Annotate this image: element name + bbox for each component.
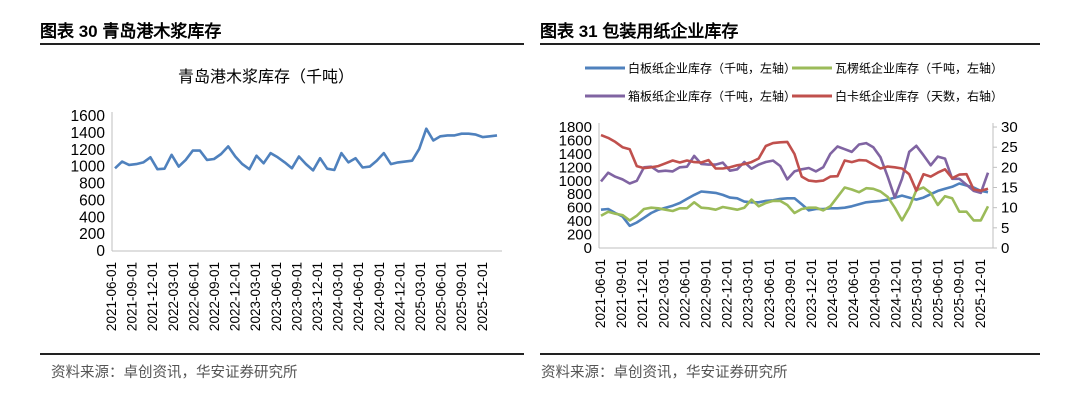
series-line-0-0 bbox=[114, 127, 498, 172]
title-divider-left bbox=[40, 43, 524, 45]
x-tick-label: 2025-06-01 bbox=[931, 259, 946, 328]
chart-title: 青岛港木浆库存（千吨） bbox=[178, 68, 354, 86]
y-tick-label: 1200 bbox=[559, 159, 592, 176]
legend-label: 白卡纸企业库存（天数，右轴） bbox=[835, 89, 1003, 104]
x-tick-label: 2021-09-01 bbox=[614, 259, 629, 328]
y-tick-label: 0 bbox=[96, 243, 105, 260]
y-tick-label: 600 bbox=[79, 192, 105, 209]
y2-tick-label: 0 bbox=[1001, 240, 1009, 257]
y-tick-label: 400 bbox=[567, 213, 592, 230]
x-tick-label: 2022-06-01 bbox=[677, 259, 692, 328]
y2-tick-label: 15 bbox=[1001, 180, 1018, 197]
y-tick-label: 400 bbox=[79, 209, 105, 226]
legend-label: 箱板纸企业库存（千吨，左轴） bbox=[628, 89, 796, 104]
x-tick-label: 2025-06-01 bbox=[434, 262, 449, 331]
x-tick-label: 2023-12-01 bbox=[310, 262, 325, 331]
x-tick-label: 2024-12-01 bbox=[888, 259, 903, 328]
x-tick-label: 2022-12-01 bbox=[228, 262, 243, 331]
y-tick-label: 1600 bbox=[71, 108, 106, 125]
y-tick-label: 1800 bbox=[559, 119, 592, 136]
figure-30-title: 图表 30 青岛港木浆库存 bbox=[40, 22, 222, 41]
y-tick-label: 800 bbox=[567, 186, 592, 203]
x-tick-label: 2024-12-01 bbox=[392, 262, 407, 331]
figure-31-title: 图表 31 包装用纸企业库存 bbox=[540, 22, 739, 41]
y2-tick-label: 20 bbox=[1001, 159, 1018, 176]
source-divider-left bbox=[40, 353, 524, 355]
x-tick-label: 2025-09-01 bbox=[454, 262, 469, 331]
x-tick-label: 2023-09-01 bbox=[783, 259, 798, 328]
x-tick-label: 2024-09-01 bbox=[372, 262, 387, 331]
x-tick-label: 2023-06-01 bbox=[269, 262, 284, 331]
y-tick-label: 0 bbox=[584, 240, 592, 257]
source-divider-right bbox=[540, 353, 1040, 355]
y-tick-label: 1000 bbox=[71, 159, 106, 176]
x-tick-label: 2023-06-01 bbox=[762, 259, 777, 328]
x-tick-label: 2022-03-01 bbox=[166, 262, 181, 331]
x-tick-label: 2021-12-01 bbox=[635, 259, 650, 328]
x-tick-label: 2023-03-01 bbox=[741, 259, 756, 328]
x-tick-label: 2025-03-01 bbox=[910, 259, 925, 328]
x-tick-label: 2024-03-01 bbox=[825, 259, 840, 328]
source-note-right: 资料来源：卓创资讯，华安证券研究所 bbox=[541, 365, 788, 381]
x-tick-label: 2022-06-01 bbox=[186, 262, 201, 331]
x-tick-label: 2025-12-01 bbox=[973, 259, 988, 328]
x-tick-label: 2022-12-01 bbox=[720, 259, 735, 328]
series-line-1-0 bbox=[600, 182, 989, 228]
y-tick-label: 1200 bbox=[71, 142, 106, 159]
x-tick-label: 2025-09-01 bbox=[952, 259, 967, 328]
y-tick-label: 200 bbox=[567, 227, 592, 244]
x-tick-label: 2021-09-01 bbox=[125, 262, 140, 331]
x-tick-label: 2025-03-01 bbox=[413, 262, 428, 331]
x-tick-label: 2025-12-01 bbox=[475, 262, 490, 331]
y2-tick-label: 25 bbox=[1001, 139, 1018, 156]
title-divider-right bbox=[540, 43, 1040, 45]
source-note-left: 资料来源：卓创资讯，华安证券研究所 bbox=[51, 365, 298, 381]
x-tick-label: 2024-06-01 bbox=[351, 262, 366, 331]
y2-tick-label: 30 bbox=[1001, 119, 1018, 136]
series-line-1-2 bbox=[599, 141, 990, 199]
y-tick-label: 1400 bbox=[559, 146, 592, 163]
x-tick-label: 2021-06-01 bbox=[104, 262, 119, 331]
x-tick-label: 2023-03-01 bbox=[248, 262, 263, 331]
legend-label: 瓦楞纸企业库存（千吨，左轴） bbox=[835, 61, 1003, 76]
x-tick-label: 2022-03-01 bbox=[656, 259, 671, 328]
x-tick-label: 2023-09-01 bbox=[289, 262, 304, 331]
legend-label: 白板纸企业库存（千吨，左轴） bbox=[628, 61, 796, 76]
x-tick-label: 2021-12-01 bbox=[145, 262, 160, 331]
x-tick-label: 2022-09-01 bbox=[699, 259, 714, 328]
x-tick-label: 2024-06-01 bbox=[846, 259, 861, 328]
x-tick-label: 2022-09-01 bbox=[207, 262, 222, 331]
y-tick-label: 1000 bbox=[559, 173, 592, 190]
series-line-1-1 bbox=[600, 186, 990, 222]
x-tick-label: 2021-06-01 bbox=[593, 259, 608, 328]
y-tick-label: 600 bbox=[567, 200, 592, 217]
y2-tick-label: 10 bbox=[1001, 200, 1018, 217]
series-line-1-3 bbox=[600, 133, 989, 192]
y-tick-label: 1400 bbox=[71, 125, 106, 142]
x-tick-label: 2024-09-01 bbox=[867, 259, 882, 328]
y-tick-label: 1600 bbox=[559, 132, 592, 149]
x-tick-label: 2024-03-01 bbox=[331, 262, 346, 331]
x-tick-label: 2023-12-01 bbox=[804, 259, 819, 328]
y-tick-label: 200 bbox=[79, 226, 105, 243]
y-tick-label: 800 bbox=[79, 176, 105, 193]
y2-tick-label: 5 bbox=[1001, 220, 1009, 237]
